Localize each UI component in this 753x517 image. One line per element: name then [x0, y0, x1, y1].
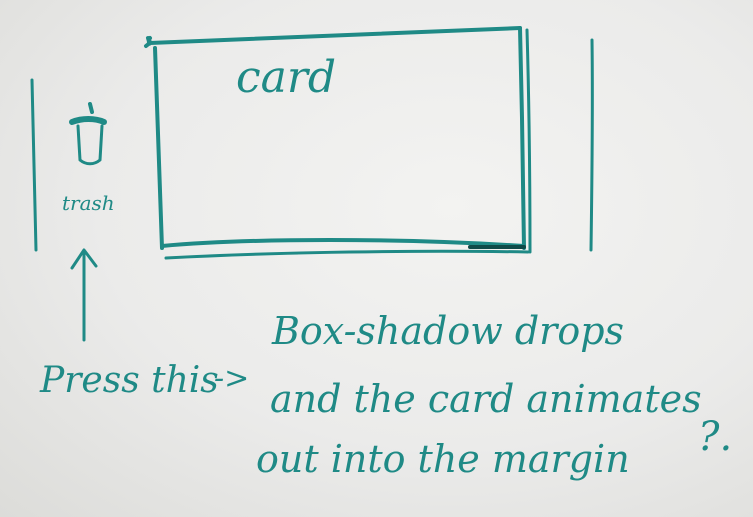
card-top-left-corner [144, 36, 152, 48]
trash-label: trash [62, 191, 115, 215]
trash-lid [69, 116, 107, 125]
card-top-edge [146, 26, 522, 46]
card-bottom-edge [160, 238, 526, 248]
card-right-shadow-edge [525, 28, 532, 254]
card-right-edge [518, 26, 526, 250]
right-margin-line [589, 38, 594, 252]
card-bottom-shadow-edge [164, 249, 530, 260]
trash-handle [88, 102, 94, 114]
card: card [144, 26, 532, 260]
arrow-to-trash [70, 248, 98, 342]
card-label: card [236, 52, 336, 103]
press-this-label: Press this [39, 360, 219, 401]
trash-bin [76, 124, 104, 166]
annotation-question-mark: ?. [698, 414, 732, 460]
annotation-line-2: and the card animates [270, 377, 702, 421]
annotation-arrow: -> [214, 361, 249, 396]
arrow-head [70, 248, 98, 270]
left-margin-line [30, 78, 38, 252]
trash-icon[interactable] [69, 102, 107, 166]
annotation-line-1: Box-shadow drops [271, 309, 624, 353]
card-left-edge [153, 46, 164, 250]
annotation-line-3: out into the margin [256, 437, 630, 481]
